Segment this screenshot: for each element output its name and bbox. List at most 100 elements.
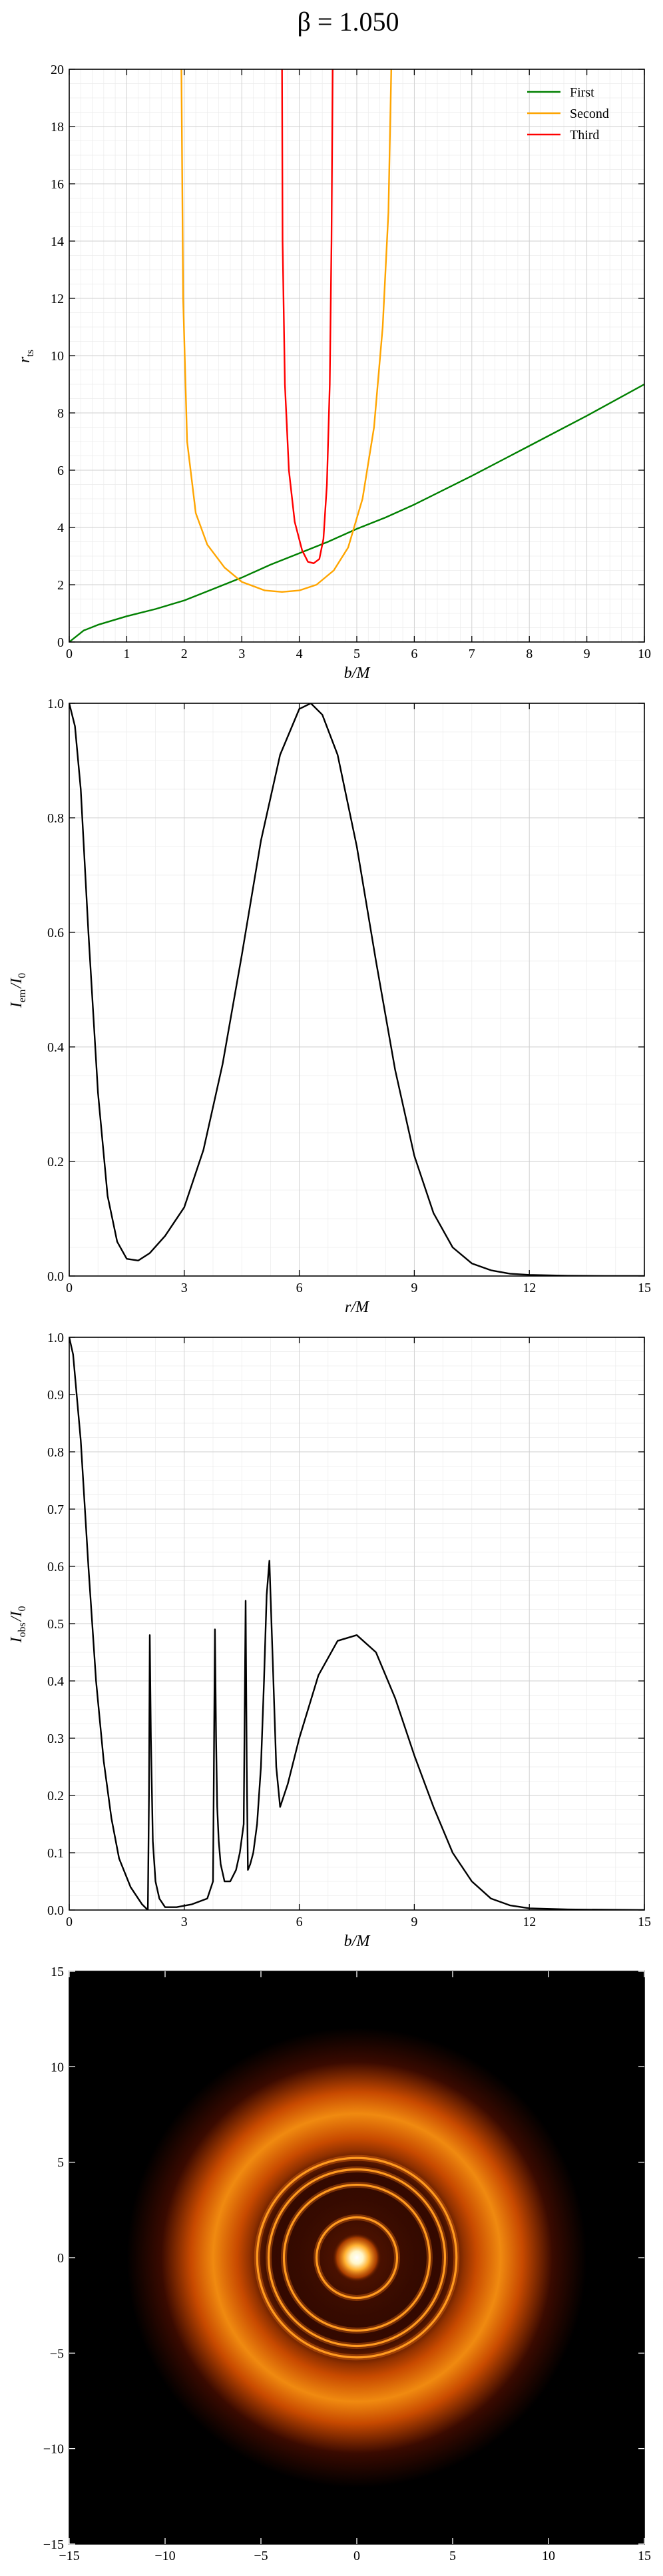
y-tick-label: −5	[50, 2346, 64, 2361]
panel-3-chart: 0 3 6 9 12 15 0.0 0.1 0.2 0.3 0.4 0.5 0.6 0.7 0.8 0.9 1.…	[8, 1331, 651, 1950]
x-tick-label: 3	[238, 647, 245, 661]
photon-ring-3	[267, 2168, 447, 2348]
panel-4-ticks: −15 −10 −5 0 5 10 15 −15 −10 −5 0 5 10 15	[43, 1965, 651, 2563]
y-tick-label: 8	[57, 406, 64, 421]
legend-label-third: Third	[570, 128, 599, 143]
x-tick-label: 3	[181, 1281, 188, 1295]
x-tick-label: 10	[638, 647, 651, 661]
panel-2-frame	[69, 703, 645, 1277]
y-tick-label: 14	[51, 234, 64, 249]
x-tick-label: 0	[66, 1915, 73, 1929]
panel-3-x-axis-label: b/M	[344, 1933, 371, 1950]
legend-label-second: Second	[570, 107, 609, 121]
y-tick-label: 0.0	[47, 1269, 64, 1284]
series-line-third	[281, 69, 333, 564]
panel-2-x-axis-label: r/M	[345, 1299, 370, 1316]
x-tick-label: 6	[296, 1281, 303, 1295]
y-tick-label: 0.3	[47, 1732, 64, 1746]
y-tick-label: 0	[57, 2251, 64, 2266]
panel-3-series	[69, 1337, 644, 1910]
photon-ring-2	[282, 2183, 431, 2332]
x-tick-label: 9	[411, 1915, 417, 1929]
y-tick-label: 15	[51, 1965, 64, 1979]
y-tick-label: 0	[57, 635, 64, 650]
x-tick-label: 9	[584, 647, 590, 661]
y-tick-label: 0.7	[47, 1502, 64, 1517]
x-tick-label: 15	[638, 1281, 651, 1295]
y-tick-label: 1.0	[47, 1331, 64, 1345]
x-tick-label: 4	[296, 647, 303, 661]
panel-1-x-axis-label: b/M	[344, 665, 371, 682]
y-tick-label: 0.8	[47, 811, 64, 826]
y-tick-label: 0.4	[47, 1674, 64, 1689]
panel-3-grid	[69, 1337, 645, 1911]
y-tick-label: 20	[51, 63, 64, 77]
svg-text:rts: rts	[16, 348, 36, 363]
x-tick-label: 3	[181, 1915, 188, 1929]
y-tick-label: 0.6	[47, 926, 64, 940]
x-tick-label: 6	[296, 1915, 303, 1929]
x-tick-label: 2	[181, 647, 188, 661]
panel-2-grid	[69, 703, 645, 1277]
y-tick-label: 18	[51, 120, 64, 135]
x-tick-label: 0	[66, 647, 73, 661]
panel-1-legend: First Second Third	[527, 85, 609, 143]
x-tick-label: 15	[638, 2549, 651, 2563]
x-tick-label: 12	[523, 1281, 536, 1295]
x-tick-label: −10	[154, 2549, 175, 2563]
panel-1-grid	[69, 69, 645, 643]
series-line-1	[69, 703, 644, 1276]
panel-1-y-axis-label: rts	[16, 348, 36, 363]
x-tick-label: 0	[353, 2549, 360, 2563]
y-tick-label: 0.1	[47, 1846, 64, 1861]
x-tick-label: 12	[523, 1915, 536, 1929]
y-tick-label: 10	[51, 349, 64, 364]
y-tick-label: 0.4	[47, 1040, 64, 1055]
svg-text:Iobs /I0: Iobs /I0	[8, 1605, 28, 1644]
legend-label-first: First	[570, 85, 594, 100]
y-tick-label: −15	[43, 2537, 64, 2552]
y-tick-label: 16	[51, 177, 64, 192]
x-tick-label: 6	[411, 647, 417, 661]
panel-2-chart: 0 3 6 9 12 15 0.0 0.2 0.4 0.6 0.8 1.0 r/M Iem /I0	[8, 697, 651, 1316]
x-tick-label: −15	[59, 2549, 79, 2563]
y-tick-label: 0.2	[47, 1155, 64, 1169]
series-line-1	[69, 1337, 644, 1910]
y-tick-label: 1.0	[47, 697, 64, 711]
x-tick-label: 5	[449, 2549, 456, 2563]
panel-4-rings	[126, 2027, 587, 2488]
central-core	[332, 2232, 382, 2283]
y-tick-label: 12	[51, 292, 64, 306]
panel-3-y-axis-label: Iobs /I0	[8, 1605, 28, 1644]
y-tick-label: 5	[57, 2156, 64, 2170]
y-tick-label: 0.2	[47, 1789, 64, 1803]
y-tick-label: 0.0	[47, 1903, 64, 1918]
panel-2-series	[69, 703, 644, 1276]
photon-ring-1	[315, 2216, 399, 2300]
x-tick-label: 0	[66, 1281, 73, 1295]
x-tick-label: 8	[526, 647, 533, 661]
panel-3-ticks: 0 3 6 9 12 15 0.0 0.1 0.2 0.3 0.4 0.5 0.6 0.7 0.8 0.9 1.…	[47, 1331, 651, 1929]
y-tick-label: 6	[57, 464, 64, 478]
panel-1-series	[69, 69, 644, 642]
y-tick-label: 2	[57, 578, 64, 593]
x-tick-label: −5	[254, 2549, 268, 2563]
series-line-second	[180, 69, 392, 593]
y-tick-label: −10	[43, 2442, 64, 2457]
x-tick-label: 15	[638, 1915, 651, 1929]
panel-2-y-axis-label: Iem /I0	[8, 972, 28, 1008]
x-tick-label: 10	[542, 2549, 555, 2563]
x-tick-label: 1	[123, 647, 130, 661]
figure-title: β = 1.050	[298, 7, 399, 37]
svg-text:Iem /I0: Iem /I0	[8, 972, 28, 1008]
panel-4-image: −15 −10 −5 0 5 10 15 −15 −10 −5 0 5 10 15	[43, 1965, 651, 2563]
x-tick-label: 9	[411, 1281, 417, 1295]
y-tick-label: 4	[57, 521, 64, 535]
y-tick-label: 0.9	[47, 1388, 64, 1403]
x-tick-label: 5	[353, 647, 360, 661]
photon-ring-4	[256, 2156, 458, 2359]
panel-2-ticks: 0 3 6 9 12 15 0.0 0.2 0.4 0.6 0.8 1.0	[47, 697, 651, 1295]
y-tick-label: 10	[51, 2060, 64, 2075]
